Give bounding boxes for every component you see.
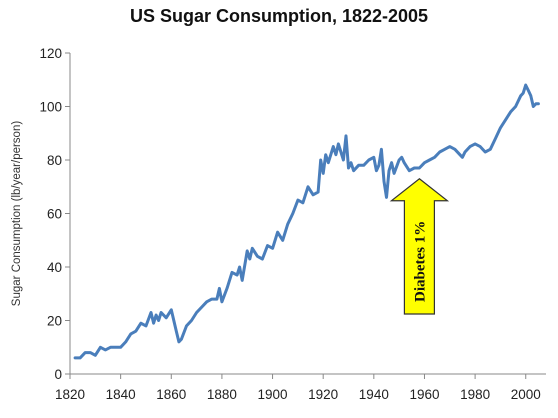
y-tick-label: 20 (47, 314, 62, 329)
y-tick-label: 0 (54, 367, 62, 382)
x-tick-label: 1840 (106, 387, 136, 402)
y-tick-label: 60 (47, 207, 62, 222)
x-tick-label: 1920 (308, 387, 338, 402)
y-tick-label: 80 (47, 153, 62, 168)
annotation-arrow (389, 177, 450, 315)
y-tick-label: 40 (47, 260, 62, 275)
annotation-label: Diabetes 1% (412, 221, 428, 302)
y-tick-label: 120 (39, 46, 62, 61)
x-tick-label: 1820 (55, 387, 85, 402)
series-line (73, 83, 540, 360)
x-tick-label: 1900 (258, 387, 288, 402)
x-tick-label: 1940 (359, 387, 389, 402)
y-tick-label: 100 (39, 100, 62, 115)
x-tick-label: 1860 (156, 387, 186, 402)
x-tick-label: 1960 (409, 387, 439, 402)
x-tick-label: 2000 (511, 387, 541, 402)
chart-title: US Sugar Consumption, 1822-2005 (129, 6, 429, 26)
y-axis-label: Sugar Consumption (lb/year/person) (11, 121, 23, 307)
x-tick-label: 1880 (207, 387, 237, 402)
x-tick-label: 1980 (460, 387, 490, 402)
